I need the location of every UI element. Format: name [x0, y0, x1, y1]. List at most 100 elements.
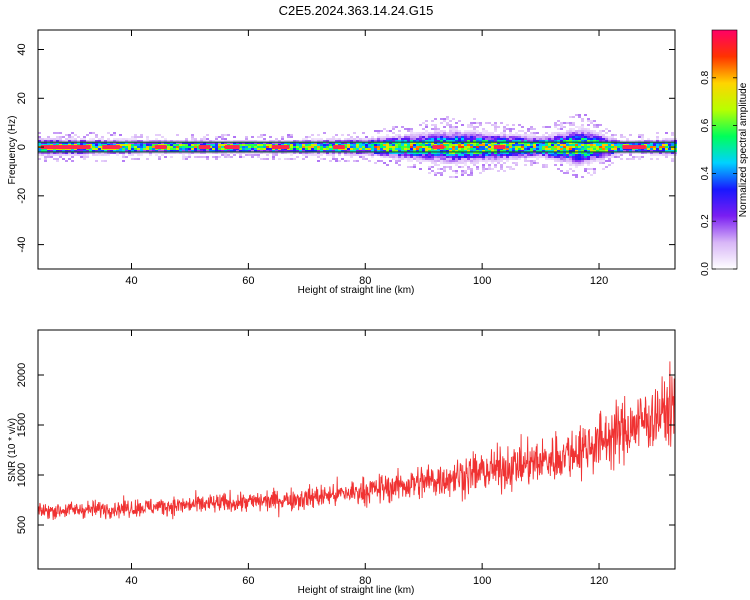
spectrogram-cell	[92, 138, 95, 140]
spectrogram-cell	[638, 134, 641, 136]
spectrogram-cell	[251, 150, 254, 152]
spectrogram-cell	[74, 138, 77, 140]
spectrogram-cell	[251, 144, 254, 146]
spectrogram-cell	[566, 172, 569, 174]
spectrogram-cell	[68, 158, 71, 160]
spectrogram-cell	[113, 150, 116, 152]
spectrogram-cell	[314, 150, 317, 152]
spectrogram-cell	[119, 142, 122, 144]
spectrogram-cell	[62, 140, 65, 142]
spectrogram-cell	[38, 158, 41, 160]
spectrogram-cell	[413, 144, 416, 146]
spectrogram-cell	[107, 138, 110, 140]
spectrogram-cell	[83, 152, 86, 154]
spectrogram-cell	[221, 154, 224, 156]
spectrogram-cell	[80, 144, 83, 146]
spectrogram-cell	[248, 146, 251, 148]
spectrogram-cell	[485, 142, 488, 144]
spectrogram-cell	[530, 142, 533, 144]
spectrogram-cell	[368, 152, 371, 154]
spectrogram-cell	[317, 148, 320, 150]
spectrogram-cell	[362, 140, 365, 142]
spectrogram-cell	[554, 146, 557, 148]
spectrogram-cell	[422, 158, 425, 160]
spectrogram-cell	[620, 142, 623, 144]
spectrogram-cell	[446, 118, 449, 120]
spectrogram-cell	[182, 142, 185, 144]
spectrogram-cell	[440, 130, 443, 132]
spectrogram-cell	[371, 144, 374, 146]
spectrogram-cell	[518, 138, 521, 140]
spectrogram-cell	[338, 144, 341, 146]
spectrogram-cell	[599, 154, 602, 156]
spectrogram-cell	[341, 140, 344, 142]
spectrogram-cell	[269, 148, 272, 150]
spectrogram-cell	[506, 154, 509, 156]
spectrogram-cell	[473, 162, 476, 164]
spectrogram-cell	[542, 146, 545, 148]
spectrogram-cell	[401, 158, 404, 160]
spectrogram-cell	[428, 132, 431, 134]
spectrogram-cell	[308, 146, 311, 148]
spectrogram-cell	[566, 152, 569, 154]
spectrogram-cell	[305, 140, 308, 142]
spectrogram-cell	[158, 144, 161, 146]
spectrogram-cell	[341, 144, 344, 146]
spectrogram-peak-segment	[225, 145, 240, 150]
spectrogram-cell	[632, 140, 635, 142]
spectrogram-cell	[599, 144, 602, 146]
spectrogram-cell	[476, 122, 479, 124]
spectrogram-cell	[245, 148, 248, 150]
spectrogram-cell	[89, 144, 92, 146]
spectrogram-cell	[497, 126, 500, 128]
spectrogram-cell	[416, 134, 419, 136]
spectrogram-cell	[410, 132, 413, 134]
spectrogram-cell	[446, 136, 449, 138]
spectrogram-cell	[146, 148, 149, 150]
spectrogram-cell	[599, 140, 602, 142]
spectrogram-cell	[338, 150, 341, 152]
spectrogram-cell	[410, 128, 413, 130]
spectrogram-cell	[440, 138, 443, 140]
spectrogram-cell	[494, 124, 497, 126]
spectrogram-cell	[302, 138, 305, 140]
spectrogram-cell	[425, 146, 428, 148]
spectrogram-cell	[659, 150, 662, 152]
spectrogram-cell	[584, 162, 587, 164]
spectrogram-cell	[587, 124, 590, 126]
spectrogram-cell	[569, 142, 572, 144]
spectrogram-cell	[551, 156, 554, 158]
spectrogram-cell	[446, 158, 449, 160]
spectrogram-cell	[266, 158, 269, 160]
spectrogram-cell	[155, 152, 158, 154]
spectrogram-cell	[422, 150, 425, 152]
spectrogram-cell	[239, 154, 242, 156]
spectrogram-cell	[395, 134, 398, 136]
spectrogram-cell	[467, 156, 470, 158]
spectrogram-cell	[560, 144, 563, 146]
spectrogram-cell	[482, 152, 485, 154]
spectrogram-cell	[407, 156, 410, 158]
spectrogram-cell	[500, 132, 503, 134]
spectrogram-cell	[536, 156, 539, 158]
spectrogram-cell	[464, 172, 467, 174]
spectrogram-cell	[482, 146, 485, 148]
spectrogram-cell	[332, 138, 335, 140]
spectrogram-cell	[608, 136, 611, 138]
spectrogram-cell	[539, 140, 542, 142]
spectrogram-cell	[566, 144, 569, 146]
spectrogram-cell	[461, 134, 464, 136]
spectrogram-cell	[197, 140, 200, 142]
spectrogram-cell	[44, 140, 47, 142]
spectrogram-cell	[254, 142, 257, 144]
spectrogram-cell	[656, 136, 659, 138]
spectrogram-cell	[587, 134, 590, 136]
spectrogram-cell	[359, 148, 362, 150]
spectrogram-cell	[173, 150, 176, 152]
spectrogram-cell	[140, 142, 143, 144]
spectrogram-cell	[653, 144, 656, 146]
spectrogram-cell	[602, 146, 605, 148]
spectrogram-cell	[440, 152, 443, 154]
spectrogram-cell	[533, 146, 536, 148]
spectrogram-peak-segment	[154, 145, 167, 150]
